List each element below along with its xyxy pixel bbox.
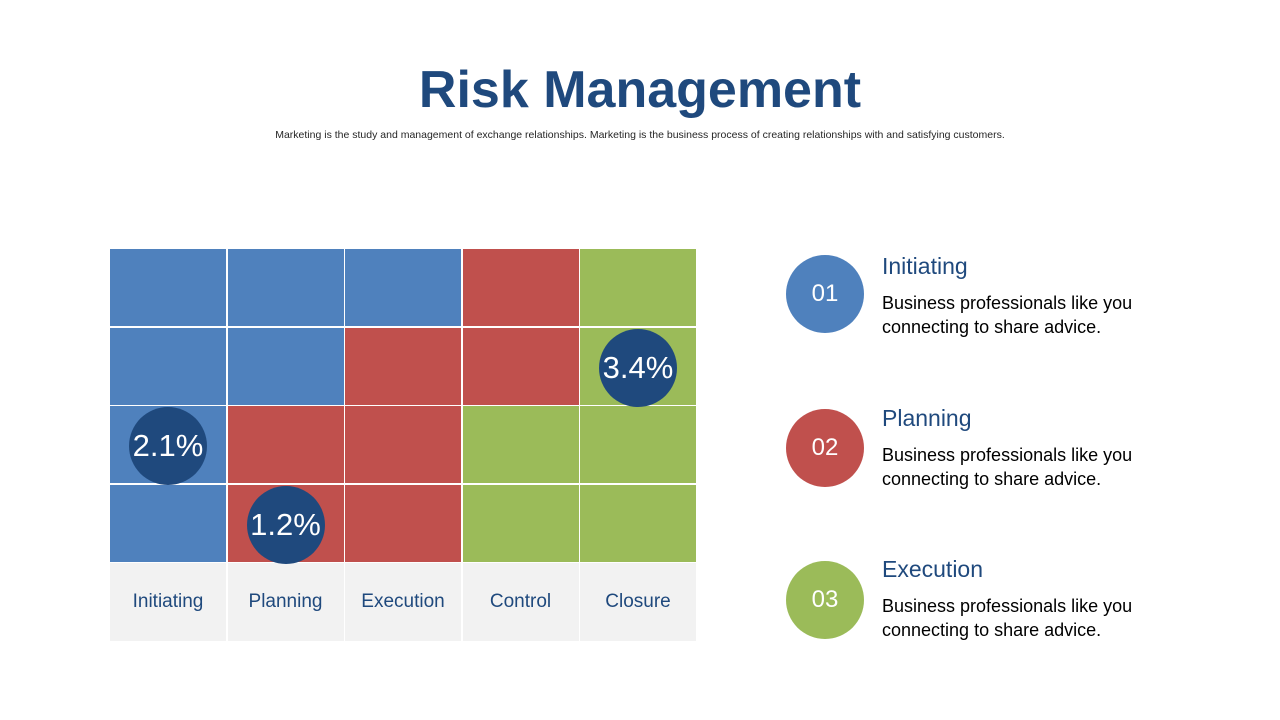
matrix-cell bbox=[462, 327, 579, 405]
matrix-cell bbox=[580, 406, 696, 483]
legend-heading-initiating: Initiating bbox=[882, 253, 968, 279]
category-label: Planning bbox=[227, 563, 344, 641]
page-title: Risk Management bbox=[418, 61, 862, 119]
risk-percentage-badge: 3.4% bbox=[599, 328, 677, 407]
legend-number-circle-03: 03 bbox=[786, 561, 864, 639]
matrix-cell bbox=[462, 484, 579, 562]
legend-description-line: Business professionals like you bbox=[882, 596, 1133, 616]
legend-description-line: connecting to share advice. bbox=[882, 620, 1102, 640]
legend-heading-execution: Execution bbox=[882, 556, 984, 582]
matrix-cell bbox=[345, 406, 461, 483]
matrix-cell bbox=[227, 327, 344, 405]
page-subtitle: Marketing is the study and management of… bbox=[275, 129, 1005, 141]
category-label: Initiating bbox=[110, 563, 226, 641]
risk-percentage-badge: 2.1% bbox=[129, 407, 207, 485]
matrix-cell bbox=[462, 249, 579, 326]
legend-description-line: Business professionals like you bbox=[882, 293, 1133, 313]
risk-matrix: Initiating Planning Execution Control Closur… bbox=[110, 249, 696, 641]
matrix-cell bbox=[580, 484, 696, 562]
legend-description-line: connecting to share advice. bbox=[882, 469, 1102, 489]
matrix-cell bbox=[227, 406, 344, 483]
matrix-cell bbox=[227, 249, 344, 326]
matrix-cell bbox=[110, 249, 226, 326]
legend-description-line: connecting to share advice. bbox=[882, 317, 1102, 337]
legend-description-initiating: Business professionals like you connecti… bbox=[882, 291, 1182, 339]
matrix-cell bbox=[462, 406, 579, 483]
category-label: Control bbox=[462, 563, 579, 641]
matrix-cell bbox=[345, 484, 461, 562]
matrix-cell bbox=[580, 249, 696, 326]
category-label: Closure bbox=[580, 563, 696, 641]
legend-description-planning: Business professionals like you connecti… bbox=[882, 443, 1182, 491]
matrix-cell bbox=[110, 327, 226, 405]
legend-heading-planning: Planning bbox=[882, 405, 972, 431]
category-label: Execution bbox=[345, 563, 461, 641]
matrix-cell bbox=[345, 327, 461, 405]
legend-description-execution: Business professionals like you connecti… bbox=[882, 594, 1182, 642]
legend-description-line: Business professionals like you bbox=[882, 445, 1133, 465]
legend-number-circle-01: 01 bbox=[786, 255, 864, 333]
risk-percentage-badge: 1.2% bbox=[246, 485, 325, 564]
matrix-cell bbox=[110, 484, 226, 562]
matrix-cell bbox=[345, 249, 461, 326]
legend-number-circle-02: 02 bbox=[786, 409, 864, 487]
